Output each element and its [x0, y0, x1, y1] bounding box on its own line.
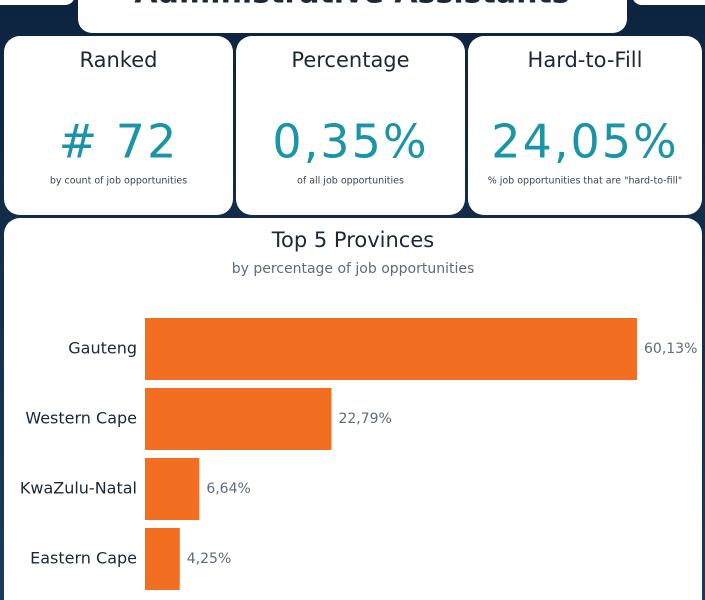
- category-label: Western Cape: [25, 409, 137, 428]
- kpi-card: [4, 36, 233, 215]
- bar: [145, 388, 332, 450]
- nav-button[interactable]: [0, 0, 75, 5]
- kpi-caption: of all job opportunities: [297, 176, 404, 187]
- kpi-value: 24,05%: [491, 115, 678, 169]
- title-card: [78, 0, 627, 33]
- kpi-value: 0,35%: [272, 115, 428, 169]
- plot: Gauteng 60,13% Western Cape 22,79% KwaZulu-N…: [20, 318, 697, 590]
- bar: [145, 528, 180, 590]
- kpi-card: [236, 36, 465, 215]
- kpi-title: Percentage: [291, 48, 409, 72]
- bar: [145, 458, 200, 520]
- category-label: Eastern Cape: [30, 549, 137, 568]
- kpi-title: Hard-to-Fill: [528, 48, 643, 72]
- value-label: 22,79%: [338, 411, 391, 427]
- category-label: KwaZulu-Natal: [20, 479, 137, 498]
- category-label: Gauteng: [68, 339, 137, 358]
- kpi-caption: % job opportunities that are "hard-to-fi…: [488, 176, 683, 187]
- chart-subtitle: by percentage of job opportunities: [232, 261, 475, 277]
- page-title: Administrative Assistants: [134, 0, 569, 11]
- kpi-cards: Ranked # 72 by count of job opportunities P…: [4, 36, 702, 215]
- kpi-card: [468, 36, 702, 215]
- chart-title: Top 5 Provinces: [271, 228, 434, 252]
- value-label: 6,64%: [206, 481, 250, 497]
- kpi-title: Ranked: [80, 48, 158, 72]
- bar: [145, 318, 637, 380]
- value-label: 60,13%: [644, 341, 697, 357]
- nav-button[interactable]: [632, 0, 705, 5]
- value-label: 4,25%: [187, 551, 231, 567]
- kpi-caption: by count of job opportunities: [50, 176, 187, 187]
- kpi-value: # 72: [59, 115, 179, 169]
